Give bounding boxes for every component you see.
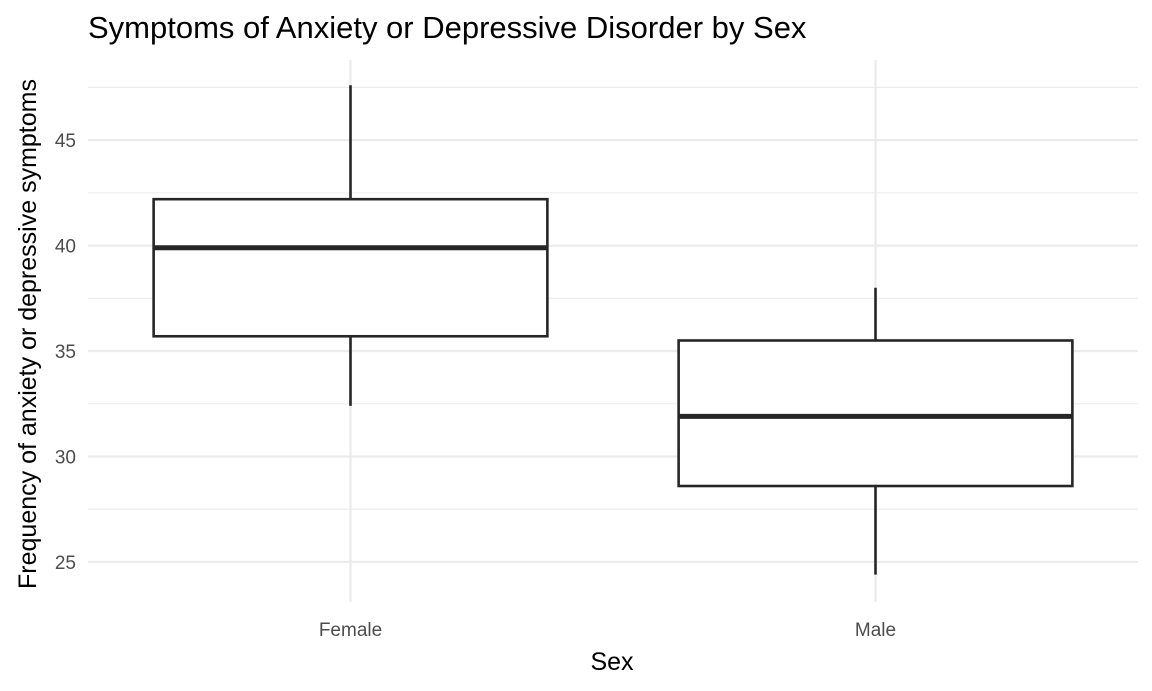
chart-title: Symptoms of Anxiety or Depressive Disord… xyxy=(88,10,807,45)
y-tick-label: 35 xyxy=(55,342,76,363)
x-tick-labels: Female Male xyxy=(319,620,896,641)
interquartile-box xyxy=(152,197,549,338)
boxes xyxy=(152,85,1074,575)
box-female xyxy=(152,85,549,406)
y-axis-title: Frequency of anxiety or depressive sympt… xyxy=(14,79,42,589)
y-tick-label: 30 xyxy=(55,447,76,468)
y-tick-label: 45 xyxy=(55,131,76,152)
box-male xyxy=(677,287,1074,575)
x-axis-title: Sex xyxy=(590,648,634,676)
x-tick-label: Female xyxy=(319,620,382,641)
y-tick-label: 25 xyxy=(55,553,76,574)
interquartile-box xyxy=(677,339,1074,488)
y-tick-labels: 25 30 35 40 45 xyxy=(55,131,76,574)
y-tick-label: 40 xyxy=(55,237,76,258)
x-tick-label: Male xyxy=(855,620,896,641)
